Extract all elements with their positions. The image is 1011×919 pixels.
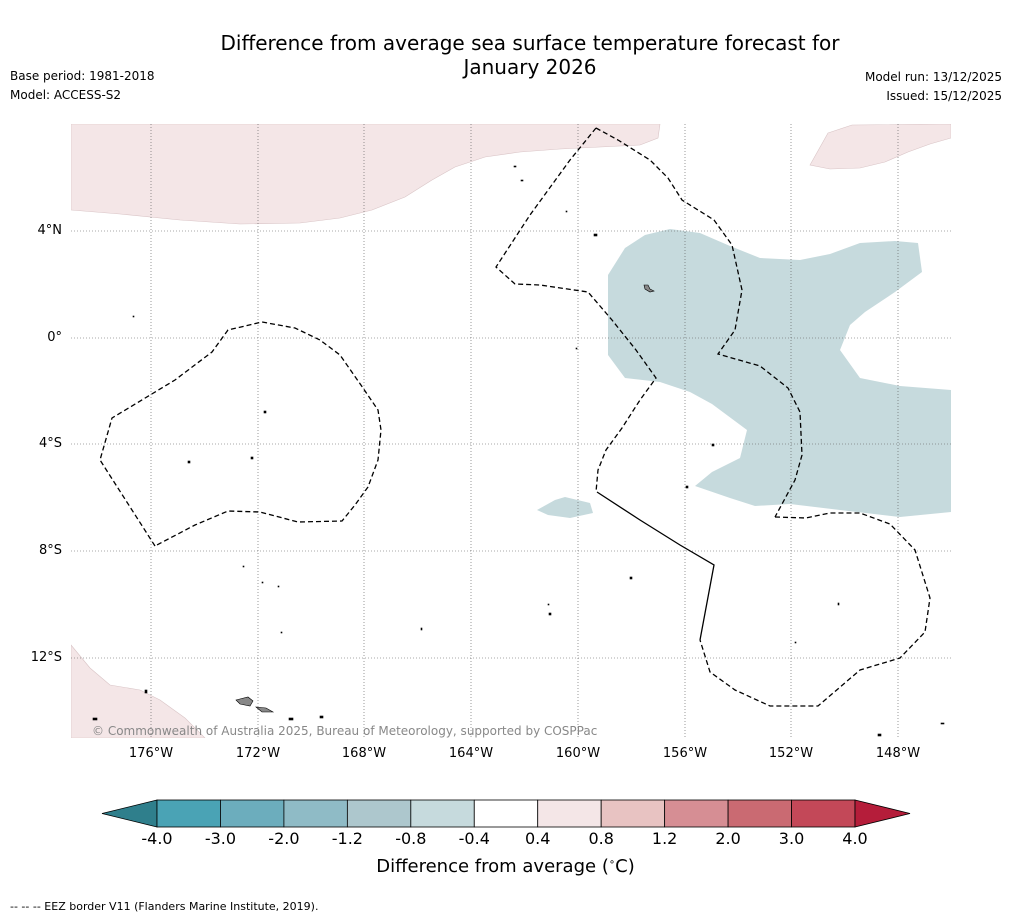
eez-solid-segment: [596, 491, 715, 641]
colorbar-segment: [791, 799, 856, 828]
island-christmas: [643, 284, 655, 293]
eez-tokelau: [99, 321, 382, 547]
colorbar: [101, 799, 911, 828]
map-title: Difference from average sea surface temp…: [140, 31, 920, 79]
colorbar-tick-label: -0.4: [458, 829, 490, 848]
lon-label-168w: 168°W: [341, 746, 387, 761]
eez-borders: [99, 127, 931, 707]
lat-label-8s: 8°S: [38, 543, 62, 558]
issued-date: Issued: 15/12/2025: [886, 89, 1002, 103]
colorbar-tick-label: -3.0: [204, 829, 237, 848]
colorbar-arrow-low: [101, 799, 158, 828]
lat-label-4n: 4°N: [37, 223, 63, 238]
islands: [92, 165, 945, 737]
colorbar-segment: [220, 799, 285, 828]
title-line-2: January 2026: [463, 55, 597, 79]
lat-label-12s: 12°S: [30, 650, 62, 665]
colorbar-tick-label: 3.0: [778, 829, 805, 848]
colorbar-tick-label: -0.8: [395, 829, 427, 848]
lon-label-164w: 164°W: [448, 746, 494, 761]
colorbar-segment: [664, 799, 729, 828]
meta-left: Base period: 1981-2018 Model: ACCESS-S2: [10, 67, 155, 105]
base-period: Base period: 1981-2018: [10, 69, 155, 83]
graticule: [71, 124, 951, 738]
colorbar-segment: [537, 799, 602, 828]
colorbar-segment: [600, 799, 666, 828]
cool-region-small: [537, 497, 593, 518]
colorbar-unit: (∘C): [601, 856, 635, 877]
colorbar-tick-label: 0.4: [524, 829, 551, 848]
colorbar-segment: [727, 799, 792, 828]
title-line-1: Difference from average sea surface temp…: [220, 31, 840, 55]
map-area: [71, 124, 951, 738]
colorbar-tick-label: -4.0: [141, 829, 173, 848]
colorbar-tick-label: -1.2: [331, 829, 363, 848]
colorbar-tick-label: 2.0: [715, 829, 741, 848]
colorbar-tick-label: 0.8: [588, 829, 614, 848]
eez-cook-islands: [699, 512, 931, 707]
colorbar-tick-label: 4.0: [842, 829, 868, 848]
cool-region-east: [608, 229, 951, 517]
eez-phoenix-line-islands: [595, 127, 803, 518]
lon-label-172w: 172°W: [235, 746, 281, 761]
warm-region-northeast: [809, 124, 951, 170]
meta-right: Model run: 13/12/2025 Issued: 15/12/2025: [865, 68, 1002, 106]
eez-jarvis: [495, 127, 657, 493]
colorbar-segment: [283, 799, 348, 828]
copyright-notice: © Commonwealth of Australia 2025, Bureau…: [92, 724, 598, 738]
warm-region-southwest: [71, 644, 206, 738]
model-run: Model run: 13/12/2025: [864, 70, 1002, 84]
lat-label-0: 0°: [47, 330, 62, 345]
lon-label-156w: 156°W: [662, 746, 708, 761]
lon-label-148w: 148°W: [875, 746, 921, 761]
colorbar-title: Difference from average (∘C): [0, 856, 1011, 877]
colorbar-title-text: Difference from average: [376, 856, 597, 877]
model-name: Model: ACCESS-S2: [10, 88, 122, 102]
lon-label-152w: 152°W: [768, 746, 814, 761]
warm-region-north: [71, 124, 661, 225]
colorbar-segment: [473, 799, 539, 828]
colorbar-arrow-high: [854, 799, 911, 828]
lat-label-4s: 4°S: [38, 436, 62, 451]
colorbar-tick-label: -2.0: [268, 829, 300, 848]
colorbar-segment: [346, 799, 412, 828]
lon-label-160w: 160°W: [555, 746, 601, 761]
colorbar-tick-label: 1.2: [651, 829, 678, 848]
eez-legend-note: -- -- -- EEZ border V11 (Flanders Marine…: [10, 900, 319, 913]
colorbar-segment: [156, 799, 221, 828]
island-savaii: [255, 706, 275, 713]
island-upolu: [235, 696, 254, 707]
lon-label-176w: 176°W: [128, 746, 174, 761]
colorbar-segment: [410, 799, 475, 828]
